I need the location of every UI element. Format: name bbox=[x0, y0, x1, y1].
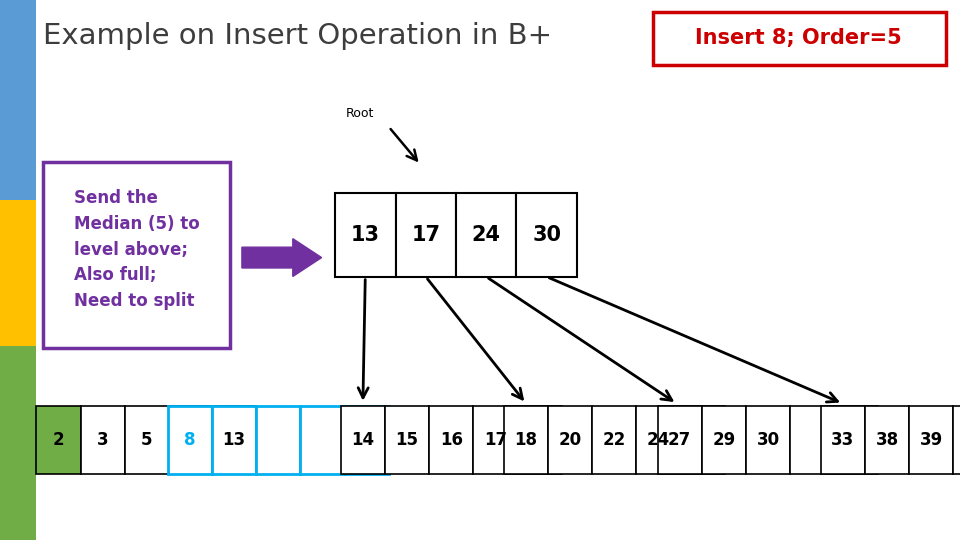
Bar bbox=[456, 193, 516, 277]
Bar bbox=[213, 406, 257, 474]
Text: 38: 38 bbox=[876, 431, 899, 449]
Bar bbox=[81, 406, 125, 474]
Bar bbox=[953, 406, 960, 474]
Bar bbox=[396, 193, 456, 277]
Bar bbox=[548, 406, 592, 474]
Bar bbox=[300, 406, 345, 474]
Text: 5: 5 bbox=[141, 431, 153, 449]
Text: 2: 2 bbox=[53, 431, 64, 449]
Bar bbox=[0, 0, 36, 200]
Text: Insert 8; Order=5: Insert 8; Order=5 bbox=[695, 28, 902, 49]
Text: 14: 14 bbox=[351, 431, 374, 449]
Bar bbox=[636, 406, 681, 474]
Text: Send the
Median (5) to
level above;
Also full;
Need to split: Send the Median (5) to level above; Also… bbox=[74, 190, 200, 310]
Text: 13: 13 bbox=[350, 225, 380, 245]
Text: 27: 27 bbox=[668, 431, 691, 449]
Text: Root: Root bbox=[346, 107, 374, 120]
Bar bbox=[592, 406, 636, 474]
Bar bbox=[504, 406, 548, 474]
Bar bbox=[169, 406, 213, 474]
Text: 29: 29 bbox=[712, 431, 735, 449]
Bar bbox=[335, 193, 396, 277]
Text: 16: 16 bbox=[440, 431, 463, 449]
Text: 30: 30 bbox=[532, 225, 562, 245]
Bar bbox=[517, 406, 562, 474]
Bar bbox=[821, 406, 865, 474]
Bar bbox=[681, 406, 725, 474]
Text: 20: 20 bbox=[559, 431, 582, 449]
Text: 13: 13 bbox=[223, 431, 246, 449]
Text: 33: 33 bbox=[831, 431, 854, 449]
Bar bbox=[36, 406, 81, 474]
Bar bbox=[790, 406, 834, 474]
Text: 18: 18 bbox=[515, 431, 538, 449]
Bar bbox=[256, 406, 300, 474]
Text: Example on Insert Operation in B+: Example on Insert Operation in B+ bbox=[43, 22, 552, 50]
Bar bbox=[212, 406, 256, 474]
Bar bbox=[834, 406, 878, 474]
Bar bbox=[168, 406, 212, 474]
Text: 17: 17 bbox=[411, 225, 441, 245]
Bar bbox=[865, 406, 909, 474]
Text: 15: 15 bbox=[396, 431, 419, 449]
Text: 39: 39 bbox=[920, 431, 943, 449]
Bar bbox=[516, 193, 577, 277]
Text: 24: 24 bbox=[647, 431, 670, 449]
Text: 17: 17 bbox=[484, 431, 507, 449]
Bar bbox=[473, 406, 517, 474]
Bar bbox=[909, 406, 953, 474]
Bar bbox=[0, 200, 36, 346]
Text: 8: 8 bbox=[184, 431, 196, 449]
Bar bbox=[0, 346, 36, 540]
Text: 3: 3 bbox=[97, 431, 108, 449]
Bar bbox=[385, 406, 429, 474]
Bar bbox=[429, 406, 473, 474]
Bar bbox=[746, 406, 790, 474]
Bar bbox=[658, 406, 702, 474]
Bar bbox=[43, 162, 230, 348]
Polygon shape bbox=[242, 239, 322, 276]
Text: 24: 24 bbox=[471, 225, 501, 245]
Bar bbox=[125, 406, 169, 474]
Text: 30: 30 bbox=[756, 431, 780, 449]
Bar bbox=[345, 406, 389, 474]
Bar bbox=[341, 406, 385, 474]
Text: 22: 22 bbox=[603, 431, 626, 449]
FancyBboxPatch shape bbox=[653, 12, 946, 65]
Bar bbox=[702, 406, 746, 474]
